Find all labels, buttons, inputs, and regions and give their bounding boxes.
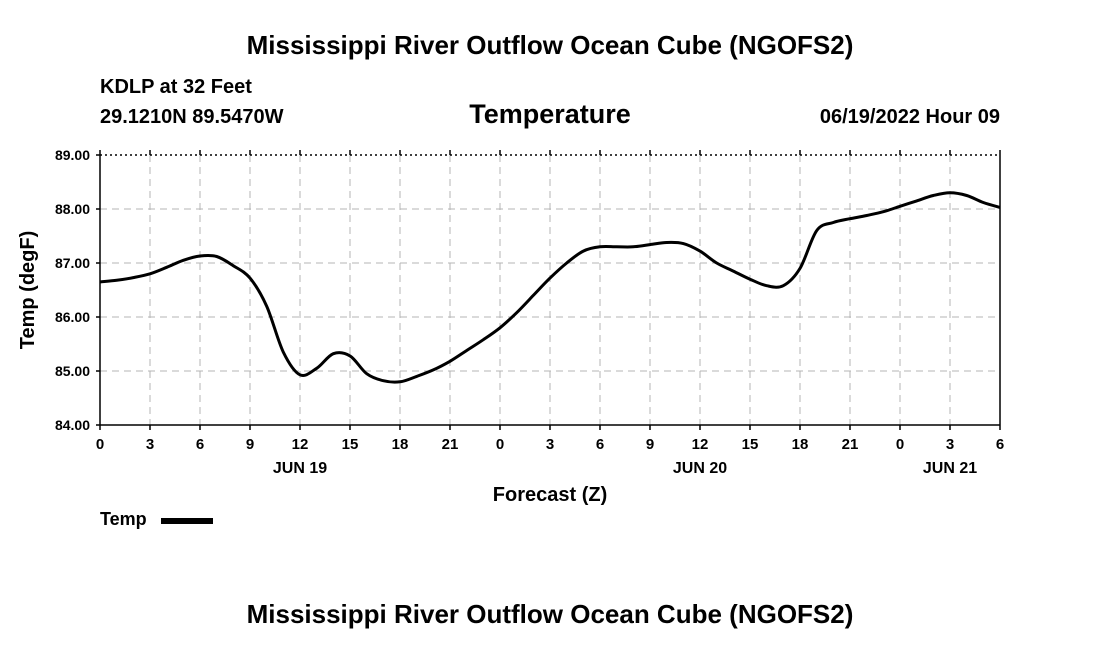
x-tick-label: 12 — [692, 436, 709, 453]
x-tick-label: 21 — [442, 436, 459, 453]
x-tick-label: 6 — [196, 436, 204, 453]
x-tick-label: 18 — [792, 436, 809, 453]
y-tick-label: 87.00 — [55, 255, 90, 271]
y-tick-label: 88.00 — [55, 201, 90, 217]
y-axis-label: Temp (degF) — [17, 231, 39, 350]
x-tick-label: 0 — [96, 436, 104, 453]
x-tick-label: 15 — [742, 436, 759, 453]
y-tick-label: 89.00 — [55, 147, 90, 163]
x-axis-label: Forecast (Z) — [493, 484, 607, 506]
station-label: KDLP at 32 Feet — [100, 76, 252, 98]
x-tick-label: 3 — [546, 436, 554, 453]
legend-label: Temp — [100, 509, 147, 529]
date-label: JUN 21 — [923, 460, 977, 477]
x-tick-label: 0 — [896, 436, 904, 453]
x-tick-label: 21 — [842, 436, 859, 453]
date-label: JUN 19 — [273, 460, 327, 477]
x-tick-label: 6 — [996, 436, 1004, 453]
legend-swatch — [161, 518, 213, 524]
x-tick-label: 12 — [292, 436, 309, 453]
chart-title: Temperature — [469, 99, 631, 129]
x-tick-label: 3 — [946, 436, 954, 453]
y-tick-label: 84.00 — [55, 417, 90, 433]
x-tick-label: 3 — [146, 436, 154, 453]
coordinates-label: 29.1210N 89.5470W — [100, 106, 284, 128]
timestamp-label: 06/19/2022 Hour 09 — [819, 106, 1000, 128]
y-tick-label: 85.00 — [55, 363, 90, 379]
x-tick-label: 18 — [392, 436, 409, 453]
x-tick-label: 6 — [596, 436, 604, 453]
y-tick-label: 86.00 — [55, 309, 90, 325]
x-tick-label: 9 — [246, 436, 254, 453]
footer-title: Mississippi River Outflow Ocean Cube (NG… — [246, 599, 854, 629]
series-line-temp — [99, 191, 1001, 384]
page-title: Mississippi River Outflow Ocean Cube (NG… — [246, 30, 854, 60]
x-tick-label: 9 — [646, 436, 654, 453]
date-label: JUN 20 — [673, 460, 727, 477]
x-tick-label: 0 — [496, 436, 504, 453]
x-tick-label: 15 — [342, 436, 359, 453]
